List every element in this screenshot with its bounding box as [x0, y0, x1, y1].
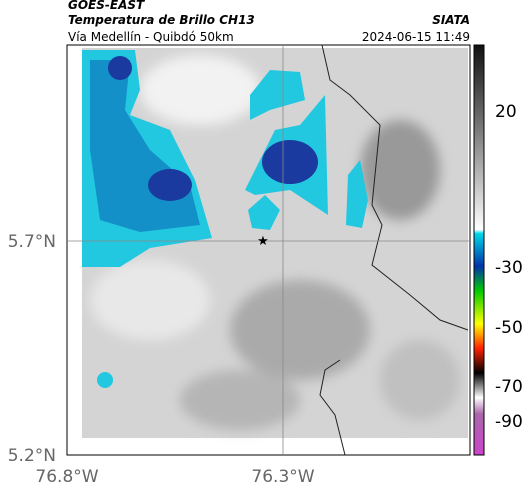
x-tick-label: 76.3°W	[251, 467, 314, 487]
subtitle: Vía Medellín - Quibdó 50km	[68, 30, 234, 44]
credit: SIATA	[432, 13, 470, 27]
cold-cloud	[250, 70, 305, 120]
y-tick-label: 5.2°N	[8, 446, 56, 466]
colorbar: 20 -30 -50 -70 -90	[473, 44, 523, 456]
map-area: ★	[66, 44, 471, 456]
location-marker: ★	[257, 234, 269, 249]
cold-cloud	[97, 372, 113, 388]
title: Temperatura de Brillo CH13	[68, 13, 255, 27]
colorbar-tick-label: -30	[495, 258, 523, 278]
colorbar-tick-label: -70	[495, 377, 523, 397]
y-tick-label: 5.7°N	[8, 232, 56, 252]
source: GOES-EAST	[68, 0, 145, 12]
border-line	[319, 44, 469, 456]
timestamp: 2024-06-15 11:49	[362, 30, 470, 44]
cold-cloud-peak	[108, 56, 132, 80]
cold-cloud-peak	[262, 140, 318, 184]
cold-cloud-peak	[148, 169, 192, 201]
colorbar-scale	[473, 44, 485, 456]
colorbar-tick-label: -90	[495, 412, 523, 432]
colorbar-tick-label: -50	[495, 318, 523, 338]
cold-cloud	[346, 160, 368, 228]
colorbar-tick-label: 20	[495, 102, 517, 122]
cloud-texture	[90, 55, 460, 430]
cold-cloud	[248, 195, 280, 230]
x-tick-label: 76.8°W	[35, 467, 98, 487]
